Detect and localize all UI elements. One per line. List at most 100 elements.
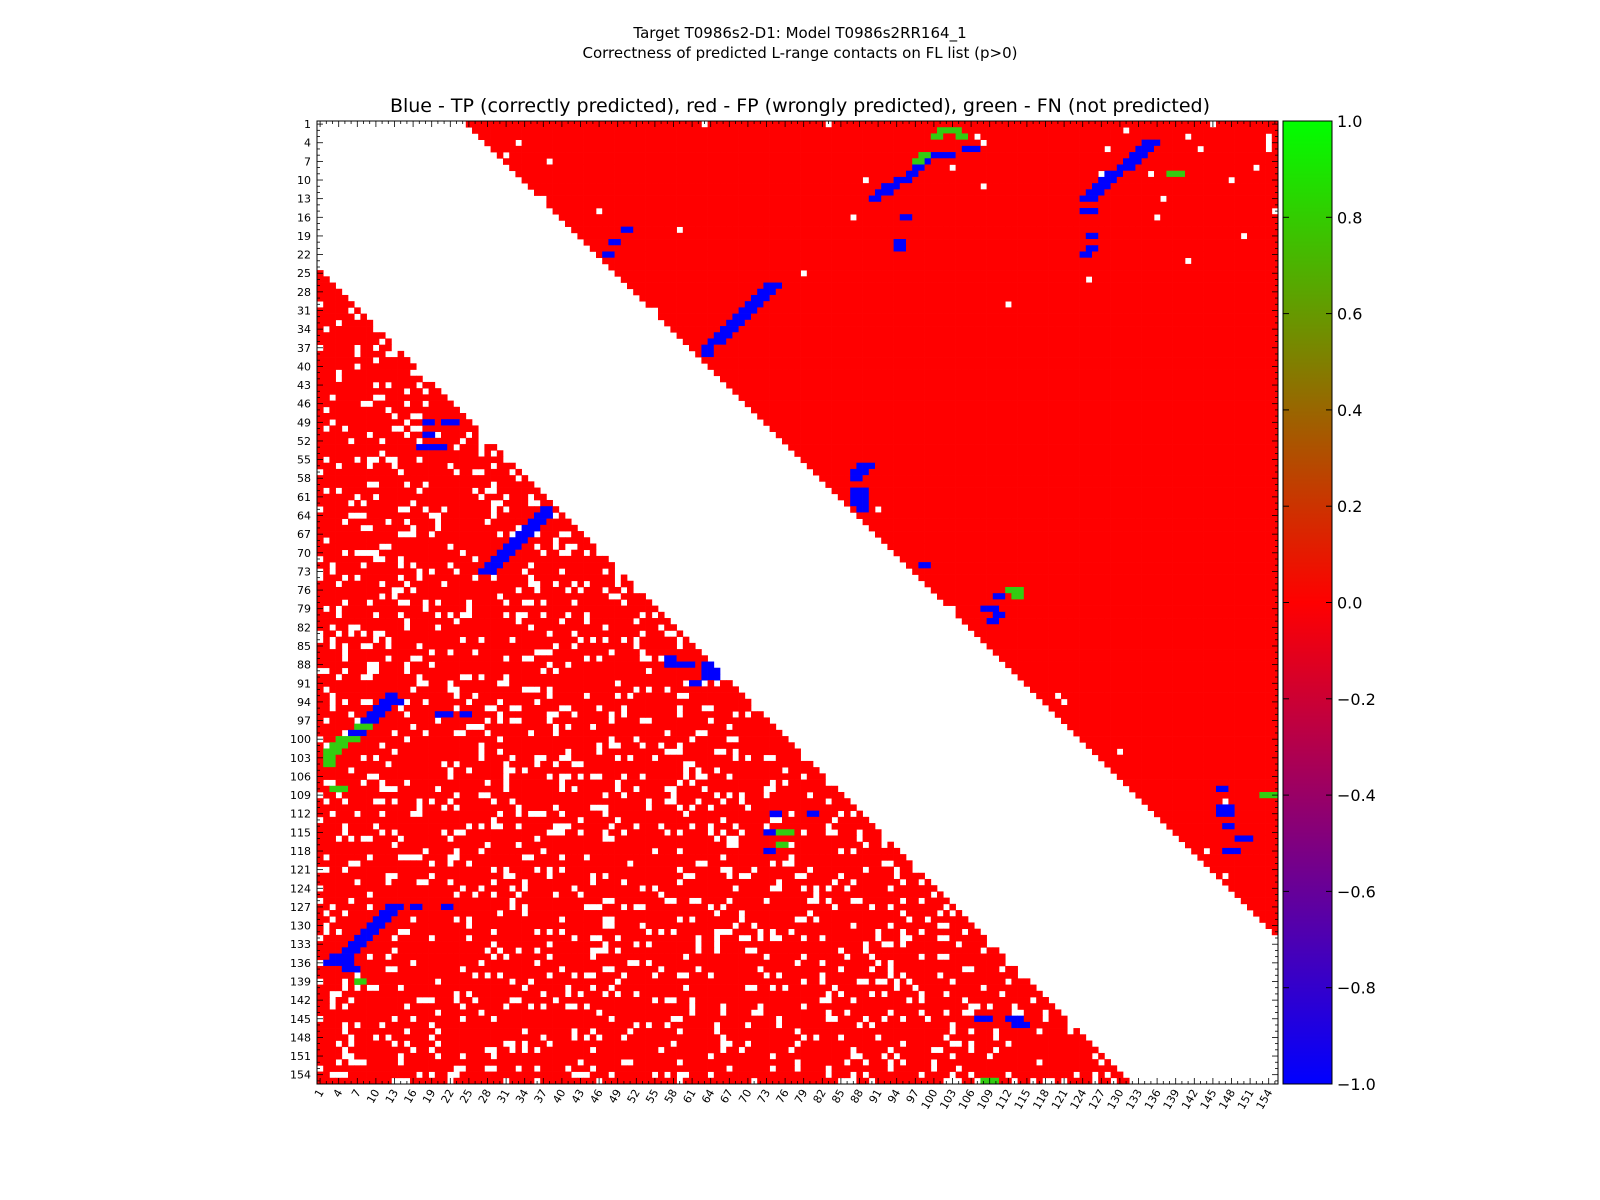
fp-cell <box>1191 344 1198 352</box>
fp-cell <box>577 145 584 153</box>
fp-cell <box>664 307 671 314</box>
fp-cell <box>689 282 696 290</box>
fp-cell <box>930 139 938 147</box>
fp-cell <box>968 301 975 308</box>
fp-cell <box>782 350 789 358</box>
fp-cell <box>881 176 888 184</box>
fp-cell <box>689 220 696 227</box>
fp-cell <box>763 326 770 333</box>
fp-cell <box>726 369 733 377</box>
fp-cell <box>980 127 987 134</box>
fp-cell <box>881 245 888 252</box>
fp-cell <box>366 369 374 377</box>
fp-cell <box>1160 282 1167 290</box>
fp-cell <box>831 127 839 134</box>
fp-cell <box>627 189 634 196</box>
fp-cell <box>1061 294 1068 302</box>
fp-cell <box>1067 263 1074 271</box>
fp-cell <box>701 145 708 153</box>
fp-cell <box>614 195 622 203</box>
fp-cell <box>856 288 863 296</box>
fp-cell <box>906 294 913 302</box>
fp-cell <box>633 270 640 277</box>
fp-cell <box>825 326 832 333</box>
fp-cell <box>1017 332 1025 339</box>
fp-cell <box>577 158 584 165</box>
fp-cell <box>410 375 417 383</box>
fn-cell <box>949 127 956 134</box>
fp-cell <box>1185 276 1192 283</box>
fp-cell <box>1166 375 1173 383</box>
fp-cell <box>1048 369 1056 377</box>
fp-cell <box>682 332 690 339</box>
fp-cell <box>1017 338 1025 346</box>
fp-cell <box>1017 245 1025 252</box>
fp-cell <box>1005 388 1012 395</box>
fp-cell <box>918 294 925 302</box>
fp-cell <box>757 276 764 283</box>
fp-cell <box>1048 319 1056 327</box>
fp-cell <box>1048 301 1056 308</box>
fp-cell <box>1222 263 1229 271</box>
fp-cell <box>1129 127 1136 134</box>
fp-cell <box>1036 189 1043 196</box>
fp-cell <box>775 388 783 395</box>
fp-cell <box>782 226 789 234</box>
fp-cell <box>813 338 820 346</box>
fp-cell <box>862 388 870 395</box>
fn-cell <box>955 127 963 134</box>
fp-cell <box>1048 251 1056 259</box>
fp-cell <box>1191 369 1198 377</box>
fp-cell <box>937 388 944 395</box>
fp-cell <box>329 294 336 302</box>
fp-cell <box>589 239 597 246</box>
fp-cell <box>819 207 826 215</box>
fp-cell <box>943 164 950 172</box>
fp-cell <box>1030 276 1037 283</box>
fp-cell <box>875 276 882 283</box>
fp-cell <box>757 145 764 153</box>
fp-cell <box>1240 201 1248 209</box>
fp-cell <box>862 245 870 252</box>
fp-cell <box>794 214 801 221</box>
fp-cell <box>1042 357 1049 364</box>
fp-cell <box>769 158 777 165</box>
fp-cell <box>850 251 857 259</box>
fp-cell <box>664 121 671 128</box>
fp-cell <box>1265 332 1273 339</box>
fp-cell <box>1098 158 1105 165</box>
fp-cell <box>1079 344 1087 352</box>
fp-cell <box>1073 245 1080 252</box>
fp-cell <box>992 369 1000 377</box>
fp-cell <box>1147 207 1155 215</box>
fp-cell <box>577 152 584 159</box>
fp-cell <box>837 207 845 215</box>
fp-cell <box>682 319 690 327</box>
fp-cell <box>856 170 863 178</box>
fp-cell <box>986 369 994 377</box>
fp-cell <box>323 307 330 314</box>
fp-cell <box>1017 207 1025 215</box>
fp-cell <box>577 133 584 140</box>
fp-cell <box>1166 381 1173 389</box>
fp-cell <box>775 301 783 308</box>
fp-cell <box>695 239 702 246</box>
fp-cell <box>1160 375 1167 383</box>
fp-cell <box>552 133 560 140</box>
fp-cell <box>918 350 925 358</box>
fp-cell <box>608 176 615 184</box>
fp-cell <box>825 388 832 395</box>
fp-cell <box>1222 152 1229 159</box>
fp-cell <box>1222 381 1229 389</box>
fp-cell <box>627 257 634 265</box>
fp-cell <box>1067 332 1074 339</box>
fp-cell <box>633 251 640 259</box>
fp-cell <box>1197 232 1204 240</box>
fp-cell <box>682 257 690 265</box>
fp-cell <box>769 257 777 265</box>
fp-cell <box>912 288 919 296</box>
fp-cell <box>608 214 615 221</box>
fp-cell <box>949 226 956 234</box>
fp-cell <box>1005 326 1012 333</box>
fp-cell <box>1154 388 1161 395</box>
